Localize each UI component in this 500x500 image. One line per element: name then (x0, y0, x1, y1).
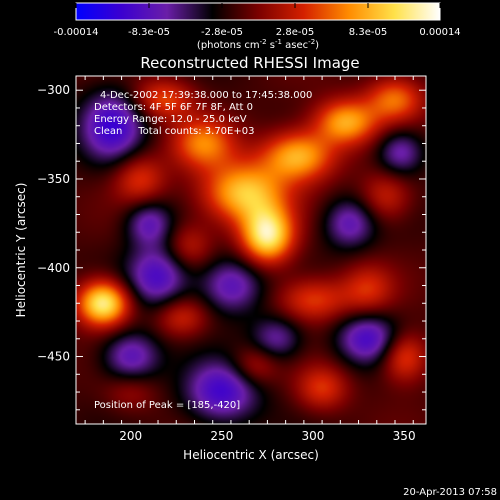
observation-info: 4-Dec-2002 17:39:38.000 to 17:45:38.000 … (94, 90, 312, 411)
heatmap-image (76, 76, 426, 424)
colorbar: -0.00014 -8.3e-05 -2.8e-05 2.8e-05 8.3e-05 0.… (54, 2, 461, 51)
colorbar-tick-label: -2.8e-05 (201, 27, 243, 38)
colorbar-tick-label: 0.00014 (419, 27, 460, 38)
y-tick-label: −400 (37, 261, 70, 275)
colorbar-tick-label: 2.8e-05 (276, 27, 314, 38)
y-tick-label: −300 (37, 83, 70, 97)
x-tick-label: 350 (393, 429, 416, 443)
info-time-range: 4-Dec-2002 17:39:38.000 to 17:45:38.000 (100, 90, 312, 101)
x-axis-label: Heliocentric X (arcsec) (183, 448, 319, 462)
y-axis-ticks: −300 −350 −400 −450 (37, 83, 426, 411)
y-tick-label: −450 (37, 350, 70, 364)
timestamp: 20-Apr-2013 07:58 (403, 487, 497, 498)
chart-title: Reconstructed RHESSI Image (140, 54, 359, 72)
info-energy-range: Energy Range: 12.0 - 25.0 keV (94, 114, 247, 125)
colorbar-unit-label: (photons cm-2 s-1 asec-2) (197, 38, 319, 51)
x-tick-label: 250 (210, 429, 233, 443)
info-detectors: Detectors: 4F 5F 6F 7F 8F, Att 0 (94, 102, 253, 113)
heatmap (76, 76, 426, 424)
colorbar-gradient (75, 2, 441, 21)
x-axis-ticks: 200 250 300 350 (84, 76, 416, 443)
colorbar-tick-label: -8.3e-05 (128, 27, 170, 38)
y-axis-label: Heliocentric Y (arcsec) (14, 183, 28, 318)
colorbar-tick-label: -0.00014 (54, 27, 99, 38)
x-tick-label: 300 (302, 429, 325, 443)
info-total-counts: Clean Total counts: 3.70E+03 (94, 126, 254, 137)
x-tick-label: 200 (119, 429, 142, 443)
colorbar-tick-label: 8.3e-05 (349, 27, 387, 38)
peak-position-label: Position of Peak = [185,-420] (94, 400, 240, 411)
y-tick-label: −350 (37, 172, 70, 186)
colorbar-ticks: -0.00014 -8.3e-05 -2.8e-05 2.8e-05 8.3e-05 0.… (54, 3, 461, 38)
